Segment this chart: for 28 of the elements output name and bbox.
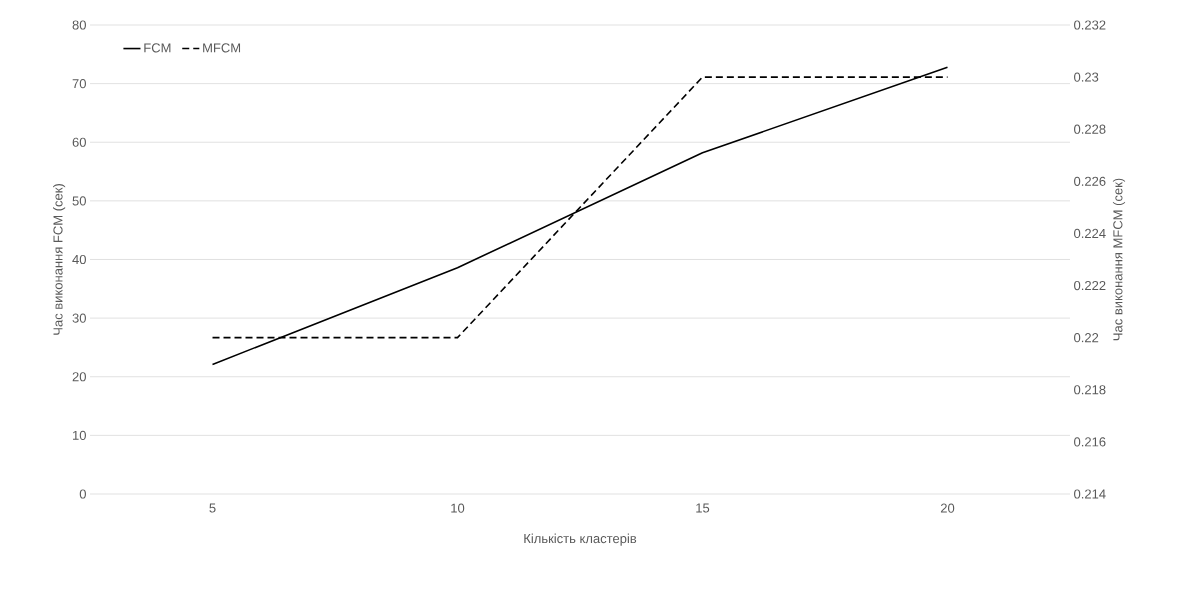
y2-tick-label: 0.226: [1074, 176, 1106, 186]
y2-tick-label: 0.214: [1074, 489, 1106, 499]
y2-tick-label: 0.23: [1074, 72, 1099, 82]
x-tick-label: 20: [940, 503, 955, 513]
y2-tick-label: 0.232: [1074, 20, 1106, 30]
y-tick-label: 30: [72, 313, 86, 323]
x-axis-title: Кількість кластерів: [524, 533, 637, 546]
y-tick-label: 20: [72, 372, 86, 382]
y2-tick-label: 0.216: [1074, 437, 1106, 447]
y-tick-label: 80: [72, 20, 86, 30]
y-tick-label: 70: [72, 79, 86, 89]
x-tick-label: 10: [451, 503, 465, 513]
y2-axis-title: Час виконання MFCM (сек): [1112, 178, 1126, 341]
y2-tick-label: 0.228: [1074, 124, 1106, 134]
y-tick-label: 50: [72, 196, 86, 206]
y-tick-label: 0: [79, 489, 86, 499]
y-axis-title: Час виконання FCM (сек): [53, 184, 66, 335]
x-tick-label: 5: [209, 503, 216, 513]
y2-tick-label: 0.222: [1074, 280, 1106, 291]
x-tick-label: 15: [696, 503, 710, 513]
y2-tick-label: 0.22: [1074, 333, 1099, 343]
y2-tick-label: 0.224: [1074, 228, 1106, 239]
y2-tick-label: 0.218: [1074, 385, 1106, 395]
y-tick-label: 60: [72, 137, 86, 147]
legend-label: FCM: [144, 43, 171, 53]
legend-label: MFCM: [203, 43, 241, 53]
y-tick-label: 40: [72, 254, 86, 265]
y-tick-label: 10: [73, 430, 86, 440]
